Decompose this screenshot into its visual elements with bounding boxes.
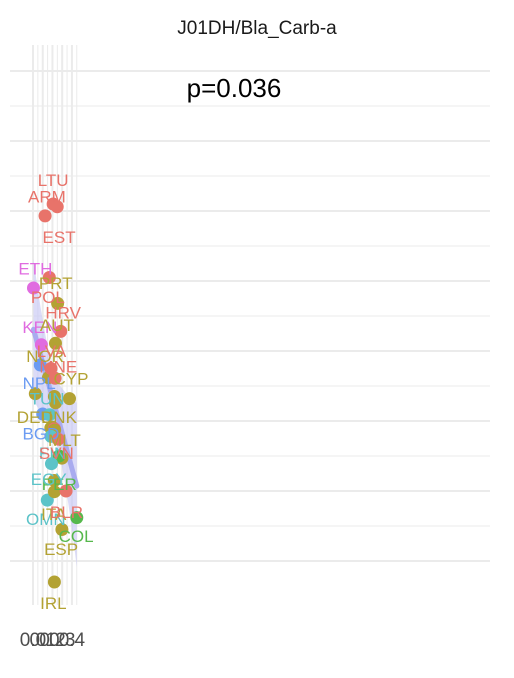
point-label-blr: BLR [50,503,83,522]
point-label-bgd: BGD [23,425,60,444]
point-label-tun: TUN [30,390,65,409]
data-point-tun [43,408,57,422]
chart-title: J01DH/Bla_Carb-a [177,18,337,39]
data-point-arm [38,209,52,223]
point-label-col: COL [59,527,94,546]
data-point-esp [55,523,69,536]
point-label-pol: POL [31,288,65,307]
point-label-mne: MNE [39,357,77,376]
point-label-lva: LVA [37,342,67,361]
data-point-ita [47,485,61,499]
data-point-blr [59,484,73,498]
point-label-deu: DEU [17,408,53,427]
point-label-eth: ETH [18,259,52,278]
data-point-ken [34,338,48,352]
point-label-aut: AUT [40,316,74,335]
points-layer [26,197,84,589]
data-point-col [70,511,84,525]
point-label-dnk: DNK [41,408,78,427]
data-point-dnk [49,396,63,410]
point-label-nor: NOR [26,347,64,366]
point-label-hrv: HRV [45,304,81,323]
point-label-arm: ARM [28,187,66,206]
data-point-aut [48,336,62,350]
data-point-eth [26,281,40,295]
point-label-egy: EGY [31,470,67,489]
data-point-pol [42,271,56,284]
point-label-mlt: MLT [48,431,81,450]
x-tick-label: 0.0 [20,630,46,651]
grid-layer [10,45,490,605]
point-label-esp: ESP [44,540,78,559]
data-point-est [50,200,64,214]
x-tick-label: 0.2 [39,630,65,651]
point-label-irl: IRL [40,594,66,613]
point-label-est: EST [43,228,76,247]
x-tick-label: 0.3 [49,630,75,651]
data-point-mne [48,371,62,385]
point-label-prt: PRT [39,274,73,293]
data-point-cyp [62,392,76,406]
data-point-npl [33,358,47,372]
data-point [47,474,61,487]
point-label-npl: NPL [23,374,56,393]
data-point-irl [47,575,61,589]
p-value-annotation: p=0.036 [187,73,282,103]
x-tick-label: 0.1 [30,630,56,651]
point-label-ken: KEN [22,318,57,337]
x-axis: 0.00.10.20.30.4 [20,630,86,651]
point-label-ita: ITA [41,505,67,524]
point-label-svn: SVN [39,444,74,463]
point-label-per: PER [42,475,77,494]
x-tick-label: 0.4 [59,630,86,651]
point-label-cyp: CYP [53,369,88,388]
data-point-deu [28,387,42,401]
data-point-prt [51,296,65,310]
data-point-svn [51,432,65,446]
point-label-fin: FIN [39,444,66,463]
data-point-lva [44,362,58,375]
data-point-hrv [54,324,68,338]
point-label-ltu: LTU [38,171,69,190]
point-label-omn: OMN [26,510,66,529]
data-point-egy [44,457,58,471]
